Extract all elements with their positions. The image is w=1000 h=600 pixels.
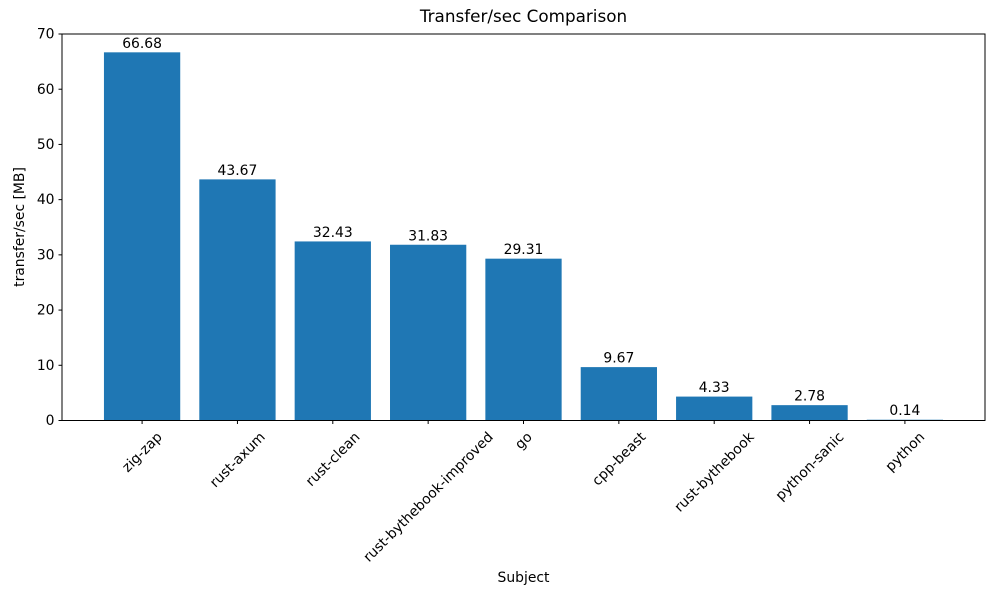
bar-value-label: 31.83 — [408, 228, 448, 244]
y-tick-label: 30 — [37, 247, 55, 263]
x-tick-label: cpp-beast — [589, 429, 649, 489]
y-tick-label: 20 — [37, 303, 55, 319]
x-tick-label: python — [882, 429, 928, 475]
bar — [390, 244, 467, 421]
bar — [199, 179, 276, 421]
x-tick-label: rust-clean — [303, 429, 364, 490]
x-axis-label: Subject — [497, 570, 550, 586]
x-tick-label: go — [512, 429, 536, 453]
bar-value-label: 32.43 — [313, 225, 353, 241]
x-tick-label: rust-bythebook-improved — [360, 429, 496, 565]
y-tick-label: 50 — [37, 137, 55, 153]
x-tick-label: rust-axum — [207, 429, 269, 491]
y-tick-label: 10 — [37, 358, 55, 374]
y-tick-label: 60 — [37, 82, 55, 98]
bar — [294, 241, 371, 421]
bar — [580, 367, 657, 421]
y-tick-label: 40 — [37, 192, 55, 208]
bar-value-label: 9.67 — [603, 351, 634, 367]
x-tick-label: zig-zap — [119, 429, 166, 476]
bar-value-label: 43.67 — [218, 163, 258, 179]
bar — [485, 258, 562, 421]
bar-value-label: 2.78 — [794, 389, 825, 405]
bar-value-label: 0.14 — [889, 403, 920, 419]
bar-value-label: 29.31 — [504, 242, 544, 258]
y-tick-label: 70 — [37, 27, 55, 43]
y-tick-label: 0 — [46, 413, 55, 429]
bar — [103, 52, 181, 421]
x-tick-label: python-sanic — [773, 429, 848, 504]
chart-title: Transfer/sec Comparison — [419, 6, 628, 26]
bar-value-label: 66.68 — [122, 36, 162, 52]
bar — [676, 396, 753, 421]
bar — [771, 405, 848, 421]
x-tick-label: rust-bythebook — [672, 429, 758, 515]
bar-value-label: 4.33 — [699, 380, 730, 396]
